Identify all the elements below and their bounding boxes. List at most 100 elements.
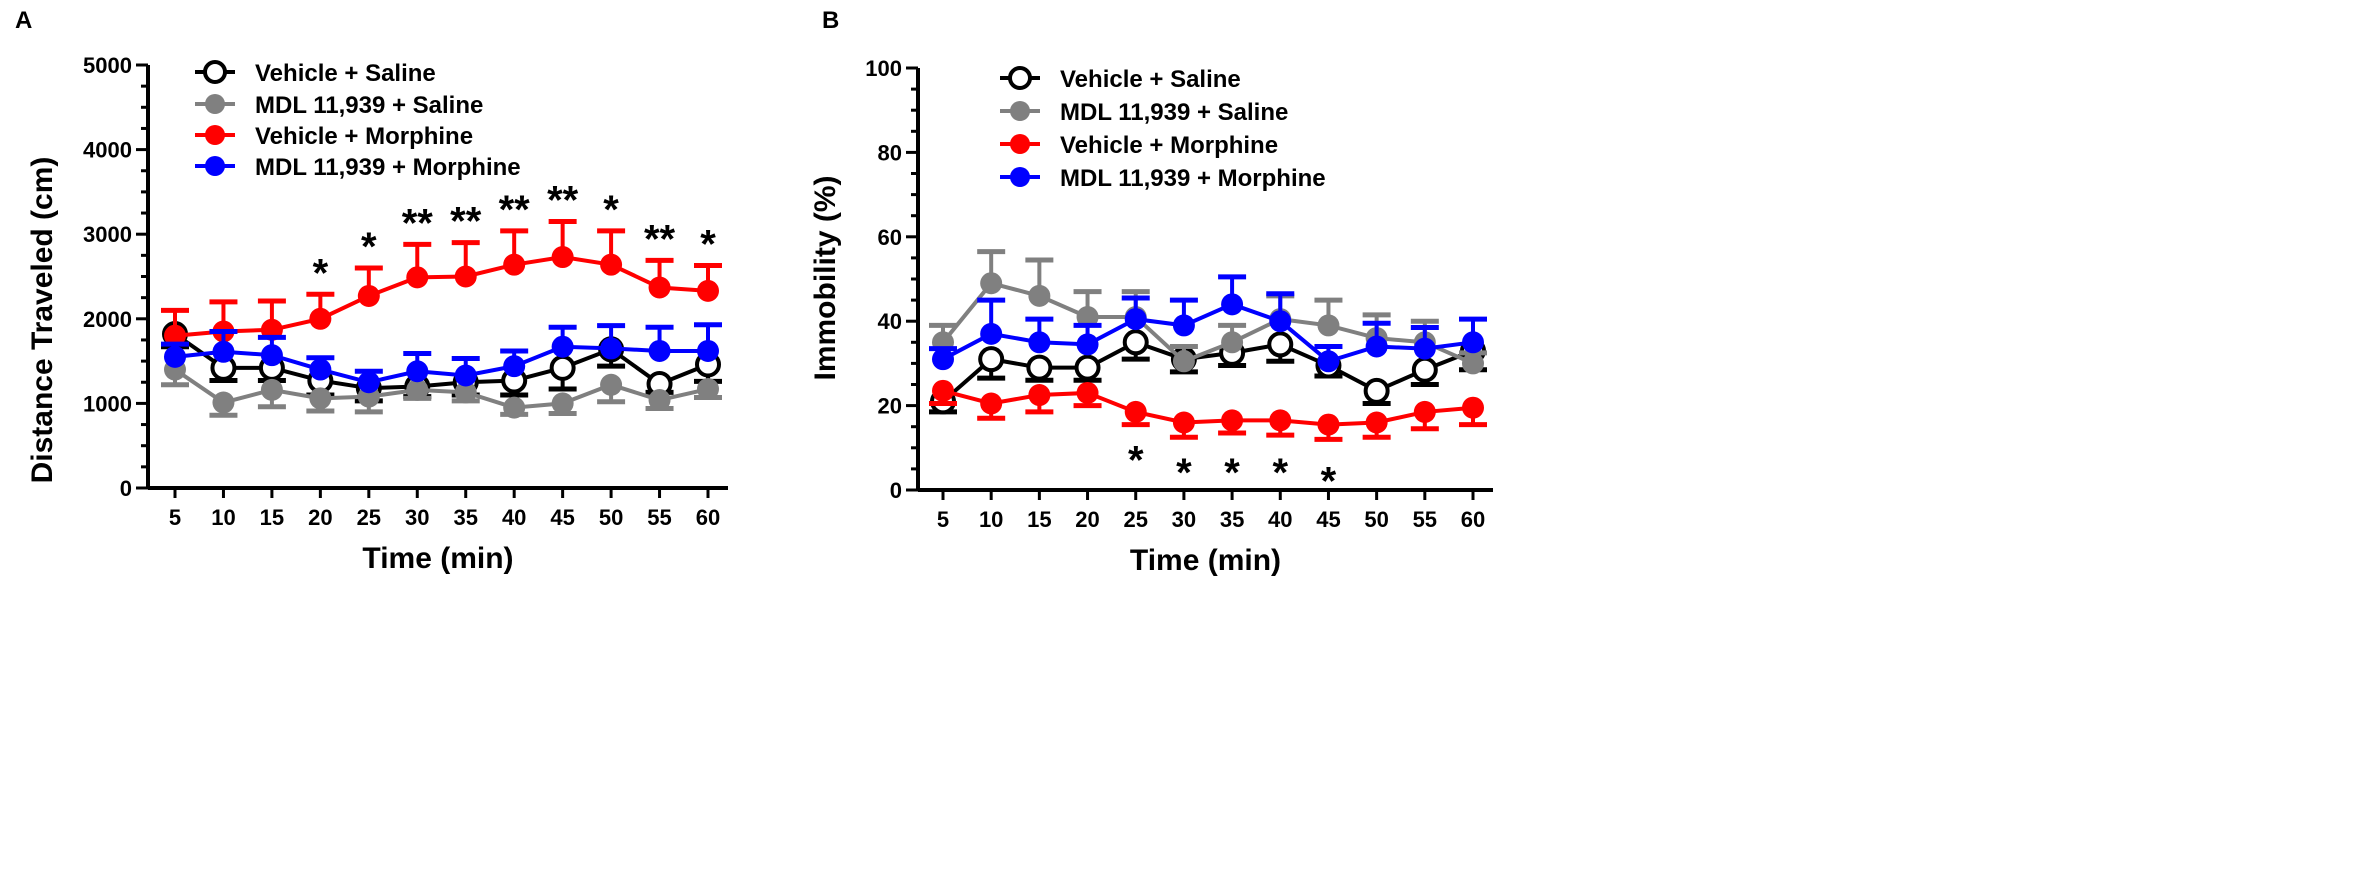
data-point — [357, 284, 380, 307]
data-point — [1076, 305, 1099, 328]
series-0: Vehicle + Saline — [929, 66, 1487, 415]
legend-marker — [205, 156, 225, 176]
y-tick-label: 20 — [878, 394, 902, 419]
significance-marker: ** — [450, 200, 482, 244]
series-1: MDL 11,939 + Saline — [161, 92, 722, 419]
data-point — [164, 345, 186, 368]
data-point — [1317, 350, 1340, 373]
significance-marker: * — [603, 188, 619, 232]
data-point — [406, 360, 429, 383]
data-point — [551, 392, 574, 415]
data-point — [1462, 396, 1484, 419]
significance-marker: * — [313, 251, 329, 295]
data-point — [406, 378, 429, 401]
x-tick-label: 25 — [357, 505, 381, 530]
x-tick-label: 20 — [308, 505, 332, 530]
x-tick-label: 55 — [1413, 507, 1437, 532]
legend-marker — [205, 94, 225, 114]
data-point — [1365, 335, 1388, 358]
series-line — [174, 255, 709, 338]
significance-marker: * — [1224, 451, 1240, 495]
data-point — [309, 358, 332, 381]
data-point — [454, 364, 477, 387]
panel-label: B — [822, 7, 839, 34]
data-point — [1028, 284, 1051, 307]
x-tick-label: 15 — [1027, 507, 1051, 532]
data-point — [549, 354, 576, 381]
data-point — [600, 253, 623, 276]
legend-label: Vehicle + Morphine — [255, 123, 473, 150]
y-tick-label: 40 — [878, 309, 902, 334]
significance-marker: ** — [499, 188, 531, 232]
data-point — [1124, 308, 1147, 331]
series-line — [942, 388, 1474, 427]
data-point — [1462, 352, 1484, 375]
data-point — [454, 381, 477, 404]
data-point — [1221, 293, 1244, 316]
significance-marker: * — [700, 223, 716, 267]
data-point — [1172, 314, 1195, 337]
data-point — [932, 379, 954, 402]
data-point — [309, 387, 332, 410]
data-point — [1026, 354, 1053, 381]
y-tick-label: 1000 — [83, 391, 132, 416]
x-tick-label: 50 — [599, 505, 623, 530]
data-point — [1462, 331, 1484, 354]
x-tick-label: 20 — [1075, 507, 1099, 532]
series-line — [941, 280, 1474, 366]
data-point — [1413, 337, 1436, 360]
panel-a: A 0 1000 2000 3000 4000 5000 5 10 15 20 25 30 35 40 45 5… — [15, 7, 728, 575]
x-axis-title: Time (min) — [362, 542, 513, 575]
data-point — [1221, 409, 1244, 432]
panel-label: A — [15, 7, 32, 34]
data-point — [1172, 350, 1195, 373]
y-tick-label: 3000 — [83, 222, 132, 247]
data-point — [648, 389, 671, 412]
data-point — [1363, 377, 1390, 404]
x-tick-label: 35 — [1220, 507, 1244, 532]
data-point — [980, 322, 1003, 345]
data-point — [503, 355, 526, 378]
data-point — [406, 266, 429, 289]
data-point — [503, 253, 526, 276]
data-point — [1269, 409, 1292, 432]
legend-marker — [1010, 167, 1030, 187]
data-point — [164, 324, 186, 347]
data-point — [1221, 331, 1244, 354]
significance-marker: ** — [644, 217, 676, 261]
x-tick-label: 55 — [647, 505, 671, 530]
significance-marker: * — [1272, 451, 1288, 495]
data-point — [697, 339, 719, 362]
legend-label: Vehicle + Saline — [1060, 66, 1241, 93]
data-point — [600, 373, 623, 396]
legend-label: MDL 11,939 + Saline — [255, 92, 483, 119]
data-point — [260, 344, 283, 367]
x-tick-label: 35 — [453, 505, 477, 530]
x-tick-label: 45 — [550, 505, 574, 530]
series-2: Vehicle + Morphine — [161, 123, 722, 347]
y-tick-label: 60 — [878, 225, 902, 250]
legend-marker — [203, 60, 227, 84]
y-tick-label: 5000 — [83, 53, 132, 78]
significance-marker: * — [1321, 460, 1337, 504]
data-point — [1172, 411, 1195, 434]
data-point — [454, 265, 477, 288]
series-2: Vehicle + Morphine — [929, 132, 1487, 442]
data-point — [1124, 400, 1147, 423]
data-point — [980, 272, 1003, 295]
y-tick-label: 0 — [120, 476, 132, 501]
significance-marker: ** — [547, 179, 579, 223]
y-tick-label: 100 — [865, 56, 902, 81]
data-point — [600, 337, 623, 360]
data-point — [212, 391, 235, 414]
data-point — [1365, 411, 1388, 434]
legend-marker — [1008, 66, 1032, 90]
legend-label: MDL 11,939 + Morphine — [255, 154, 521, 181]
data-point — [1074, 354, 1101, 381]
panel-b: B 0 20 40 60 80 100 5 10 15 20 25 30 35 40 45 50 55 60 Time… — [809, 7, 1493, 577]
data-point — [1317, 413, 1340, 436]
x-tick-label: 40 — [1268, 507, 1292, 532]
data-point — [1267, 331, 1294, 358]
x-tick-label: 10 — [211, 505, 235, 530]
